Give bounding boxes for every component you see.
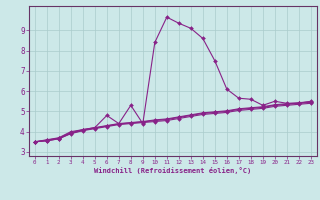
X-axis label: Windchill (Refroidissement éolien,°C): Windchill (Refroidissement éolien,°C) (94, 167, 252, 174)
